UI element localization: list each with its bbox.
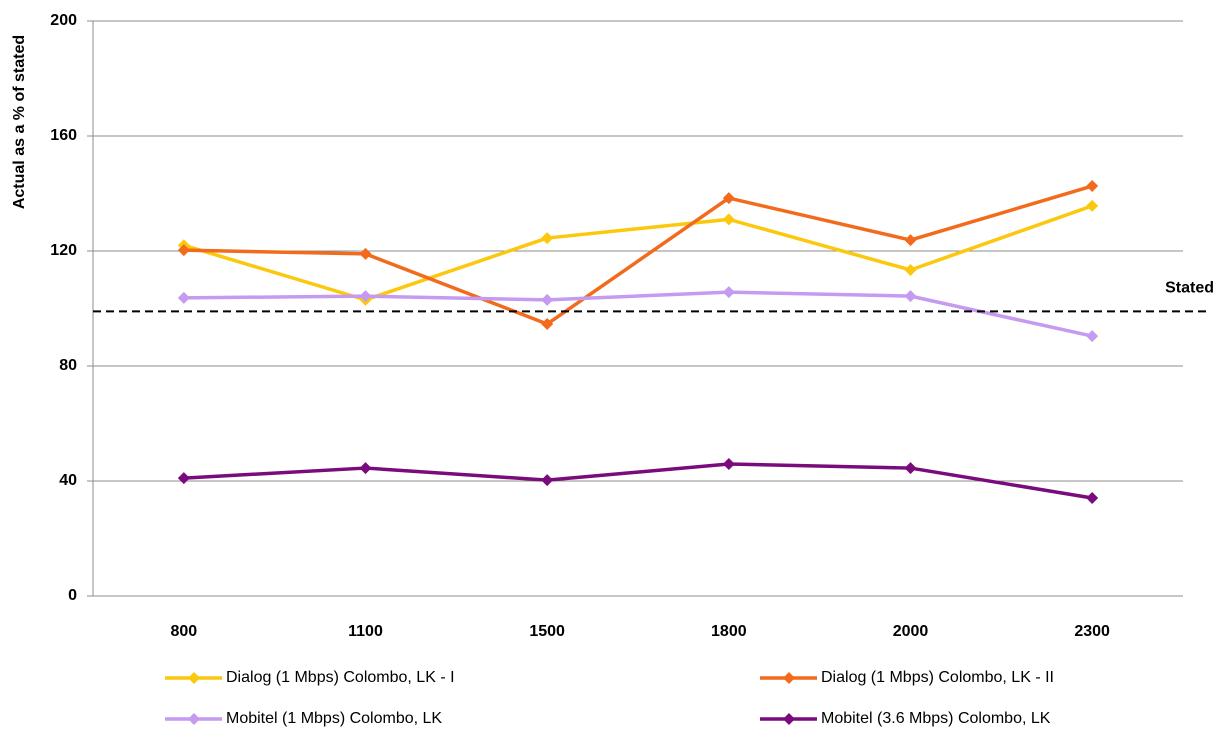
series-line	[183, 290, 1093, 338]
point-marker	[1086, 180, 1099, 193]
point-marker	[359, 247, 372, 260]
y-tick-label: 160	[50, 127, 77, 144]
legend-marker	[783, 713, 795, 725]
point-marker	[1086, 330, 1099, 343]
series-line	[183, 184, 1093, 326]
point-marker	[1086, 491, 1099, 504]
x-tick-label: 800	[170, 623, 197, 640]
legend-label: Mobitel (1 Mbps) Colombo, LK	[226, 710, 442, 727]
point-marker	[177, 244, 190, 257]
point-marker	[722, 213, 735, 226]
point-marker	[722, 192, 735, 205]
y-axis-label: Actual as a % of stated	[11, 35, 28, 209]
point-marker	[904, 263, 917, 276]
point-marker	[722, 458, 735, 471]
y-tick-label: 200	[50, 12, 77, 29]
point-marker	[359, 462, 372, 475]
x-tick-label: 1500	[529, 623, 565, 640]
point-marker	[904, 234, 917, 247]
x-tick-label: 2300	[1074, 623, 1110, 640]
legend-marker	[783, 672, 795, 684]
point-marker	[904, 462, 917, 475]
point-marker	[541, 474, 554, 487]
y-tick-label: 40	[59, 472, 77, 489]
point-marker	[541, 232, 554, 245]
y-tick-label: 80	[59, 357, 77, 374]
legend-marker	[188, 672, 200, 684]
point-marker	[541, 293, 554, 306]
point-marker	[177, 291, 190, 304]
series-line	[183, 204, 1093, 302]
x-tick-label: 1800	[711, 623, 747, 640]
point-marker	[359, 290, 372, 303]
series-line	[183, 462, 1093, 500]
point-marker	[1086, 199, 1099, 212]
x-tick-label: 1100	[348, 623, 383, 640]
y-tick-label: 120	[50, 242, 77, 259]
point-marker	[541, 318, 554, 331]
legend-label: Dialog (1 Mbps) Colombo, LK - I	[226, 669, 455, 686]
point-marker	[722, 286, 735, 299]
legend-marker	[188, 713, 200, 725]
legend-label: Dialog (1 Mbps) Colombo, LK - II	[821, 669, 1054, 686]
x-tick-label: 2000	[893, 623, 929, 640]
y-tick-label: 0	[68, 587, 77, 604]
point-marker	[904, 290, 917, 303]
reference-label: Stated	[1165, 280, 1214, 297]
point-marker	[177, 472, 190, 485]
legend-label: Mobitel (3.6 Mbps) Colombo, LK	[821, 710, 1051, 727]
